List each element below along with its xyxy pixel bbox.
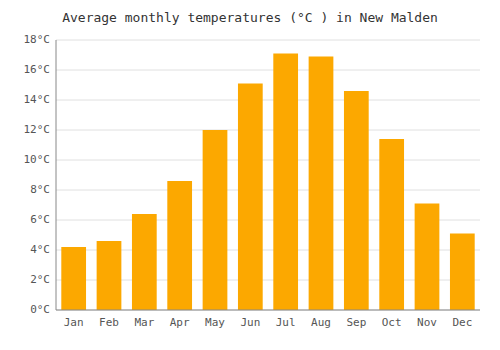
y-tick-label: 8°C	[30, 183, 50, 196]
x-tick-label: Aug	[311, 316, 331, 329]
x-tick-label: Sep	[346, 316, 366, 329]
y-tick-label: 12°C	[24, 123, 51, 136]
bar	[309, 57, 334, 311]
y-tick-label: 4°C	[30, 243, 50, 256]
title: Average monthly temperatures (°C ) in Ne…	[62, 10, 438, 25]
bar	[450, 234, 475, 311]
bar	[379, 139, 404, 310]
x-tick-label: Oct	[382, 316, 402, 329]
grid-line	[56, 190, 480, 191]
bar	[97, 241, 122, 310]
chart: 0°C 2°C 4°C 6°C 8°C 10°C 12°C 14°C 16°C 18°C Jan Fe…	[0, 0, 500, 350]
y-tick-label: 0°C	[30, 303, 50, 316]
grid-line	[56, 70, 480, 71]
bars	[61, 54, 474, 311]
bar	[132, 214, 157, 310]
grid	[56, 40, 480, 310]
bar	[344, 91, 369, 310]
grid-line	[56, 130, 480, 131]
y-tick-label: 16°C	[24, 63, 51, 76]
y-axis	[56, 40, 57, 310]
bar	[167, 181, 192, 310]
x-tick-label: Dec	[452, 316, 472, 329]
bar	[273, 54, 298, 311]
grid-line	[56, 310, 480, 311]
y-tick-label: 18°C	[24, 33, 51, 46]
x-tick-label: Feb	[99, 316, 119, 329]
bar	[238, 84, 263, 311]
x-tick-label: Jul	[276, 316, 296, 329]
bar	[415, 204, 440, 311]
grid-line	[56, 40, 480, 41]
x-tick-label: Nov	[417, 316, 437, 329]
x-axis	[56, 310, 480, 311]
grid-line	[56, 160, 480, 161]
x-tick-label: Jun	[240, 316, 260, 329]
bar	[203, 130, 228, 310]
x-tick-label: Jan	[64, 316, 84, 329]
y-tick-label: 6°C	[30, 213, 50, 226]
x-tick-label: Apr	[170, 316, 190, 329]
grid-line	[56, 100, 480, 101]
y-tick-label: 14°C	[24, 93, 51, 106]
bar	[61, 247, 86, 310]
y-tick-label: 2°C	[30, 273, 50, 286]
y-tick-label: 10°C	[24, 153, 51, 166]
x-tick-label: May	[205, 316, 225, 329]
x-tick-label: Mar	[134, 316, 154, 329]
